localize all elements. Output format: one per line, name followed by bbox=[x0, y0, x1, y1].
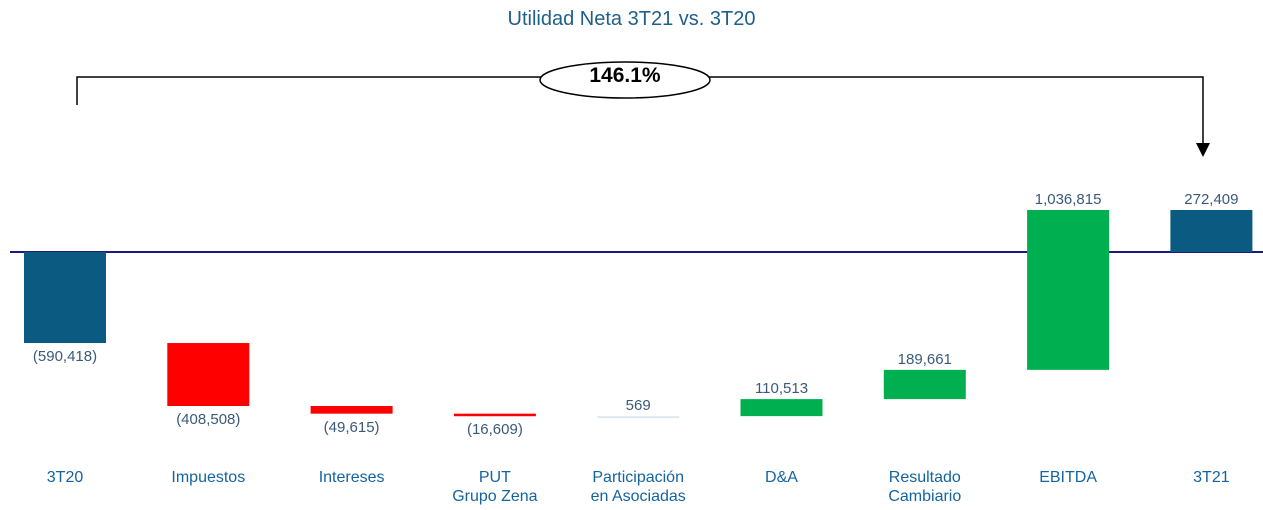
value-label: 1,036,815 bbox=[1034, 191, 1102, 208]
x-tick-label: 3T21 bbox=[1193, 469, 1230, 486]
value-label: (16,609) bbox=[466, 421, 523, 439]
bar bbox=[597, 416, 680, 419]
value-label: (49,615) bbox=[323, 418, 380, 436]
bar bbox=[1170, 210, 1253, 252]
bar bbox=[453, 413, 536, 417]
arrow-head bbox=[1196, 143, 1210, 157]
bar bbox=[167, 343, 250, 407]
bar bbox=[740, 399, 823, 417]
x-tick-label: Participación en Asociadas bbox=[590, 469, 686, 505]
annotation-ellipse bbox=[539, 61, 711, 99]
annotation: 146.1% bbox=[589, 64, 661, 87]
x-tick-label: PUT Grupo Zena bbox=[452, 469, 538, 505]
bar bbox=[24, 252, 106, 344]
value-label: (590,418) bbox=[32, 348, 98, 366]
value-label: (408,508) bbox=[176, 411, 241, 428]
x-tick-label: Resultado Cambiario bbox=[888, 469, 962, 505]
value-label: 110,513 bbox=[754, 380, 809, 398]
x-tick-label: 3T20 bbox=[46, 469, 84, 486]
bar bbox=[310, 406, 393, 414]
x-tick-label: Impuestos bbox=[171, 469, 246, 486]
x-tick-label: D&A bbox=[765, 469, 798, 486]
chart-title: Utilidad Neta 3T21 vs. 3T20 bbox=[507, 8, 756, 30]
x-tick-label: Intereses bbox=[318, 469, 385, 486]
bar bbox=[1027, 210, 1110, 370]
x-tick-label: EBITDA bbox=[1039, 469, 1097, 486]
value-label: 189,661 bbox=[897, 350, 952, 368]
value-label: 272,409 bbox=[1184, 191, 1239, 208]
value-label: 569 bbox=[625, 397, 651, 415]
bar bbox=[883, 369, 966, 400]
